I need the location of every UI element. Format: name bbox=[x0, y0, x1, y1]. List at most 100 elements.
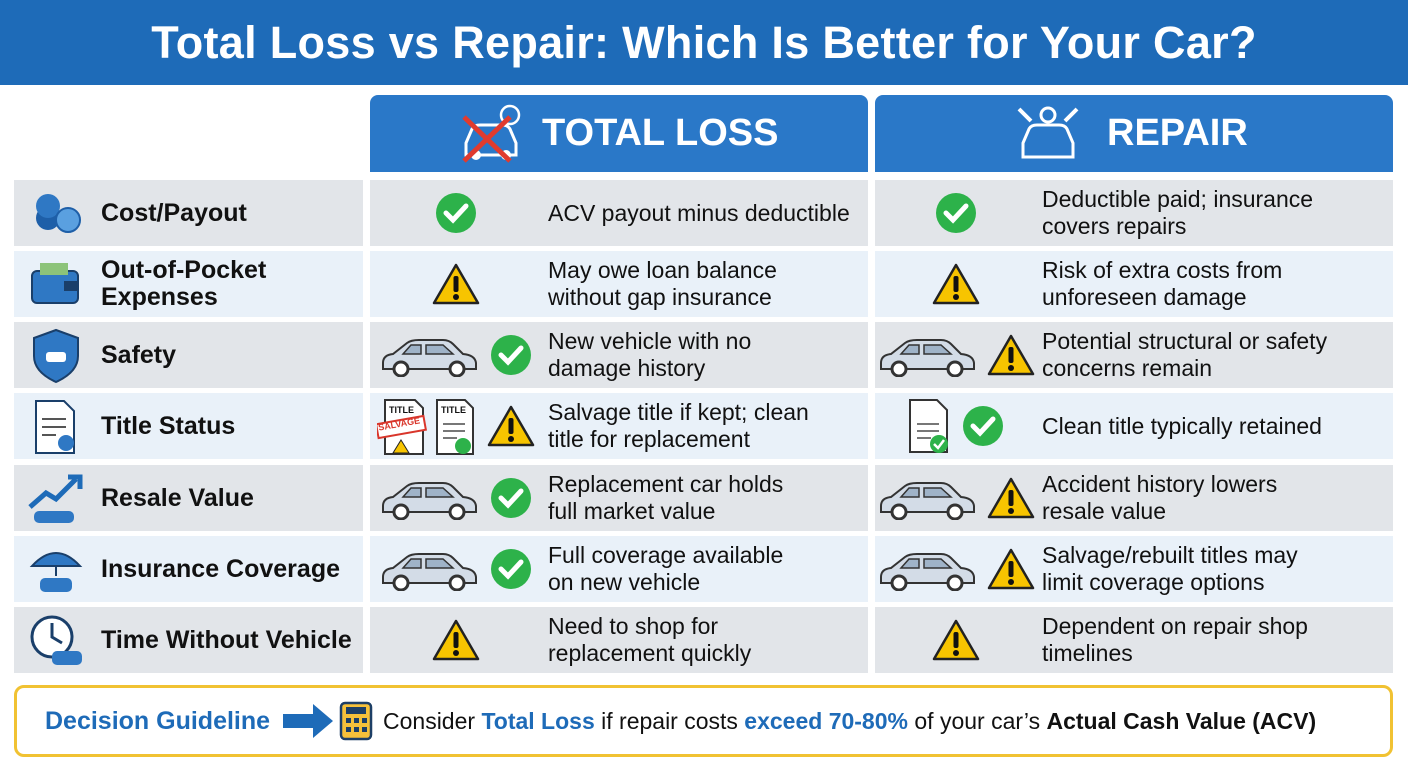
total-loss-icon bbox=[462, 104, 521, 163]
warning-icon bbox=[932, 619, 979, 661]
text: Consider bbox=[383, 707, 482, 734]
text-line: Salvage/rebuilt titles may bbox=[1042, 542, 1298, 568]
warning-icon bbox=[932, 263, 979, 305]
cell: Salvage/rebuilt titles may limit coverage… bbox=[875, 536, 1393, 602]
row-label-cell: Safety bbox=[14, 322, 363, 388]
text-line: May owe loan balance bbox=[548, 257, 777, 283]
cell-icons bbox=[875, 251, 1036, 317]
column-header: REPAIR bbox=[875, 95, 1393, 172]
cell-text: Full coverage available on new vehicle bbox=[548, 536, 783, 602]
row-icon-svg bbox=[33, 328, 79, 384]
arrow-calculator bbox=[283, 701, 373, 741]
label-line: Out-of-Pocket bbox=[101, 256, 267, 284]
cell-icons bbox=[370, 180, 542, 246]
car-icon bbox=[879, 553, 975, 591]
warning-icon bbox=[432, 619, 480, 661]
cell-text: May owe loan balance without gap insuranc… bbox=[548, 251, 777, 317]
text-line: damage history bbox=[548, 355, 706, 381]
warning-icon bbox=[987, 334, 1034, 376]
emphasis: Actual Cash Value (ACV) bbox=[1046, 707, 1317, 734]
text-line: timelines bbox=[1042, 640, 1133, 666]
car-icon bbox=[879, 339, 975, 377]
cell-text: Risk of extra costs from unforeseen damag… bbox=[1042, 251, 1282, 317]
text: if repair costs bbox=[594, 707, 745, 734]
row-label-cell: Insurance Coverage bbox=[14, 536, 363, 602]
cell: Replacement car holds full market value bbox=[370, 465, 868, 531]
row-label: Time Without Vehicle bbox=[101, 607, 352, 673]
row-icon bbox=[26, 540, 86, 605]
check-icon bbox=[491, 549, 531, 589]
repair-icon bbox=[1017, 106, 1079, 158]
cell-icons bbox=[875, 465, 1036, 531]
text-line: covers repairs bbox=[1042, 213, 1187, 239]
cell-icons bbox=[875, 536, 1036, 602]
cell: ACV payout minus deductible bbox=[370, 180, 868, 246]
text-line: Salvage title if kept; clean bbox=[548, 399, 809, 425]
row-icon bbox=[26, 397, 86, 462]
row-icon-svg bbox=[35, 400, 75, 454]
cell-icons bbox=[370, 251, 542, 317]
cell-icons bbox=[370, 607, 542, 673]
label-line: Safety bbox=[101, 340, 177, 369]
row-icon-svg bbox=[30, 615, 82, 665]
cell: May owe loan balance without gap insuranc… bbox=[370, 251, 868, 317]
row-label: Insurance Coverage bbox=[101, 536, 340, 602]
cell-icons bbox=[370, 322, 542, 388]
text-line: Replacement car holds bbox=[548, 471, 784, 497]
row-icon-svg bbox=[29, 552, 83, 592]
car-icon bbox=[382, 339, 477, 377]
warning-icon bbox=[432, 263, 480, 305]
cell: TITLE SALVAGE TITLE Salvage title if kept; … bbox=[370, 393, 868, 459]
row-icon bbox=[26, 255, 86, 320]
text-line: on new vehicle bbox=[548, 569, 701, 595]
text-line: concerns remain bbox=[1042, 355, 1213, 381]
highlight: exceed 70-80% bbox=[744, 707, 908, 734]
cell-text: Potential structural or safety concerns r… bbox=[1042, 322, 1327, 388]
text-line: Accident history lowers bbox=[1042, 471, 1278, 497]
icon-label: TITLE bbox=[441, 405, 466, 415]
text-line: unforeseen damage bbox=[1042, 284, 1247, 310]
cell-text: Need to shop for replacement quickly bbox=[548, 607, 751, 673]
cell: New vehicle with no damage history bbox=[370, 322, 868, 388]
check-icon bbox=[935, 193, 976, 233]
label-line: Expenses bbox=[101, 283, 218, 311]
row-label: Safety bbox=[101, 322, 176, 388]
footer-label: Decision Guideline bbox=[45, 706, 271, 735]
row-icon bbox=[26, 469, 86, 534]
cell-icons bbox=[370, 465, 542, 531]
text-line: Deductible paid; insurance bbox=[1042, 186, 1314, 212]
row-label: Cost/Payout bbox=[101, 180, 247, 246]
cell-icons bbox=[875, 607, 1036, 673]
column-header: TOTAL LOSS bbox=[370, 95, 868, 172]
title-documents: TITLE SALVAGE TITLE bbox=[374, 396, 477, 456]
row-icon-svg bbox=[28, 474, 83, 523]
cell-icons: TITLE SALVAGE TITLE bbox=[370, 393, 542, 459]
cell-text: Clean title typically retained bbox=[1042, 393, 1322, 459]
warning-icon bbox=[487, 405, 535, 447]
check-icon bbox=[436, 193, 476, 233]
text-line: Potential structural or safety bbox=[1042, 328, 1328, 354]
label-line: Cost/Payout bbox=[101, 198, 247, 227]
text-line: title for replacement bbox=[548, 426, 750, 452]
document-icon bbox=[908, 399, 948, 453]
warning-icon bbox=[987, 477, 1034, 519]
column-title: TOTAL LOSS bbox=[542, 112, 779, 154]
highlight: Total Loss bbox=[481, 707, 595, 734]
text-line: ACV payout minus deductible bbox=[548, 199, 850, 226]
cell-text: ACV payout minus deductible bbox=[548, 180, 850, 246]
text-line: full market value bbox=[548, 498, 716, 524]
cell-icons bbox=[875, 322, 1036, 388]
check-icon bbox=[491, 478, 531, 518]
row-icon-svg bbox=[36, 194, 81, 233]
text: of your car’s bbox=[907, 707, 1047, 734]
cell-text: New vehicle with no damage history bbox=[548, 322, 751, 388]
cell: Dependent on repair shop timelines bbox=[875, 607, 1393, 673]
row-icon bbox=[26, 611, 86, 676]
cell-text: Salvage/rebuilt titles may limit coverage… bbox=[1042, 536, 1298, 602]
text-line: Dependent on repair shop bbox=[1042, 613, 1308, 639]
cell: Clean title typically retained bbox=[875, 393, 1393, 459]
text-line: resale value bbox=[1042, 498, 1167, 524]
row-label: Resale Value bbox=[101, 465, 254, 531]
documents-svg bbox=[374, 399, 474, 455]
